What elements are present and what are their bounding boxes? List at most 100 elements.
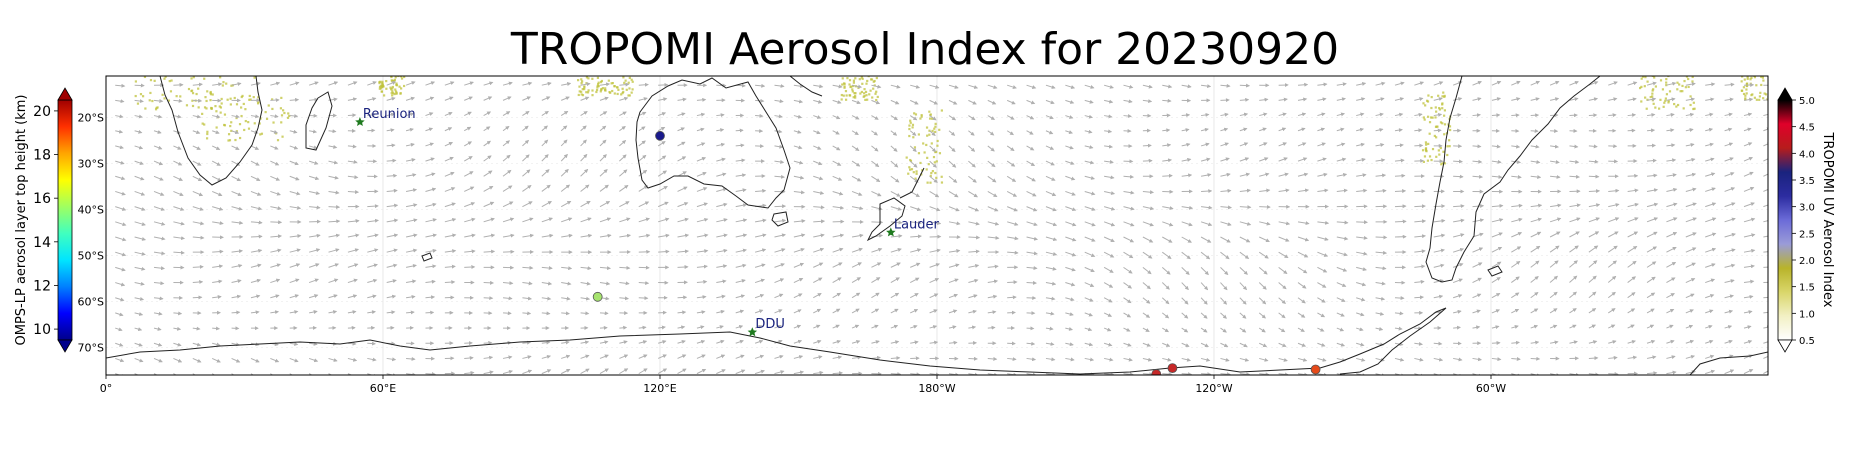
aerosol-pixel xyxy=(940,175,943,178)
wind-arrow xyxy=(386,218,399,223)
wind-arrow xyxy=(890,356,901,361)
aerosol-pixel xyxy=(381,80,384,83)
wind-arrow xyxy=(541,81,552,86)
wind-arrow xyxy=(851,277,862,283)
wind-arrow xyxy=(929,278,940,283)
wind-arrow xyxy=(735,233,748,238)
wind-arrow xyxy=(968,235,981,240)
wind-arrow xyxy=(192,206,204,211)
aerosol-pixel xyxy=(936,144,939,147)
aerosol-pixel xyxy=(230,129,233,132)
aerosol-pixel xyxy=(391,71,393,73)
wind-arrow xyxy=(774,278,785,284)
wind-arrow xyxy=(677,97,687,102)
aerosol-pixel xyxy=(581,88,584,91)
wind-arrow xyxy=(289,190,301,196)
aerosol-pixel xyxy=(390,76,393,78)
aerosol-pixel xyxy=(611,81,614,85)
aerosol-pixel xyxy=(1437,94,1440,97)
wind-arrow xyxy=(619,154,627,162)
wind-arrow xyxy=(813,205,825,210)
wind-arrow xyxy=(1763,266,1768,268)
aerosol-pixel xyxy=(387,72,389,74)
aerosol-pixel xyxy=(934,125,937,128)
wind-arrow xyxy=(173,311,183,316)
aerosol-pixel xyxy=(390,88,393,91)
wind-arrow xyxy=(522,81,533,86)
wind-arrow xyxy=(405,173,417,178)
y-tick-label: 20°S xyxy=(78,111,104,124)
aerosol-pixel xyxy=(866,79,869,83)
aerosol-pixel xyxy=(271,107,274,111)
x-axis-ticks: 0° 60°E 120°E 180°W 120°W 60°W xyxy=(100,375,1506,395)
aerosol-pixel xyxy=(1692,107,1695,111)
aerosol-pixel xyxy=(151,99,154,103)
wind-arrow xyxy=(347,159,358,164)
wind-arrow xyxy=(1627,173,1639,178)
wind-arrow xyxy=(270,114,279,119)
aerosol-pixel xyxy=(1652,102,1655,105)
wind-arrow xyxy=(910,99,919,105)
wind-arrow xyxy=(386,143,396,148)
wind-arrow xyxy=(425,264,437,269)
wind-arrow xyxy=(212,221,224,226)
station-label: DDU xyxy=(755,317,785,332)
aerosol-pixel xyxy=(240,114,243,118)
aerosol-pixel xyxy=(1426,159,1430,162)
map-content: Reunion Lauder DDU xyxy=(106,71,1768,375)
wind-arrow xyxy=(522,296,533,301)
wind-arrow xyxy=(231,249,243,254)
aerosol-pixel xyxy=(871,96,874,99)
wind-arrow xyxy=(813,339,822,344)
aerosol-pixel xyxy=(141,95,145,98)
wind-arrow xyxy=(289,234,302,238)
wind-arrow xyxy=(1530,113,1540,118)
wind-arrow xyxy=(948,278,959,284)
aerosol-pixel xyxy=(613,85,616,88)
wind-arrow xyxy=(696,249,709,254)
aerosol-pixel xyxy=(931,117,934,120)
aerosol-pixel xyxy=(167,99,171,102)
aerosol-pixel xyxy=(1665,73,1667,75)
aerosol-pixel xyxy=(1744,97,1747,100)
wind-arrow xyxy=(192,82,203,87)
wind-arrow xyxy=(658,325,666,330)
colorbar-tick-label: 20 xyxy=(33,104,51,120)
wind-arrow xyxy=(696,310,706,315)
wind-arrow xyxy=(425,233,437,238)
wind-arrow xyxy=(367,81,377,86)
wind-arrow xyxy=(619,96,629,101)
aerosol-pixel xyxy=(624,79,627,82)
aerosol-pixel xyxy=(1442,91,1445,94)
wind-arrow xyxy=(813,99,823,104)
aerosol-pixel xyxy=(935,160,938,163)
wind-arrow xyxy=(638,296,649,301)
aerosol-pixel xyxy=(852,96,855,99)
aerosol-pixel xyxy=(1762,97,1765,100)
aerosol-pixel xyxy=(1640,85,1643,88)
aerosol-pixel xyxy=(1654,85,1657,88)
wind-arrow xyxy=(250,263,262,268)
aerosol-pixel xyxy=(190,77,193,80)
wind-arrow xyxy=(851,84,863,89)
wind-arrow xyxy=(735,158,746,163)
wind-arrow xyxy=(560,125,568,132)
right-colorbar-extend-bottom xyxy=(1777,339,1793,353)
wind-arrow xyxy=(619,139,627,147)
wind-arrow xyxy=(211,190,223,197)
wind-arrow xyxy=(716,202,728,208)
aerosol-pixel xyxy=(204,96,207,99)
wind-arrow xyxy=(774,144,784,149)
aerosol-pixel xyxy=(929,174,932,177)
wind-arrow xyxy=(813,293,822,299)
aerosol-pixel xyxy=(1640,77,1643,80)
wind-arrow xyxy=(735,339,744,344)
left-colorbar-extend-top xyxy=(57,87,73,101)
aerosol-pixel xyxy=(852,79,856,82)
wind-arrow xyxy=(328,310,338,314)
wind-arrow xyxy=(425,248,437,253)
wind-arrow xyxy=(250,294,261,299)
colorbar-tick-label: 4.0 xyxy=(1799,149,1815,160)
wind-arrow xyxy=(716,279,727,284)
aerosol-pixel xyxy=(854,77,857,80)
